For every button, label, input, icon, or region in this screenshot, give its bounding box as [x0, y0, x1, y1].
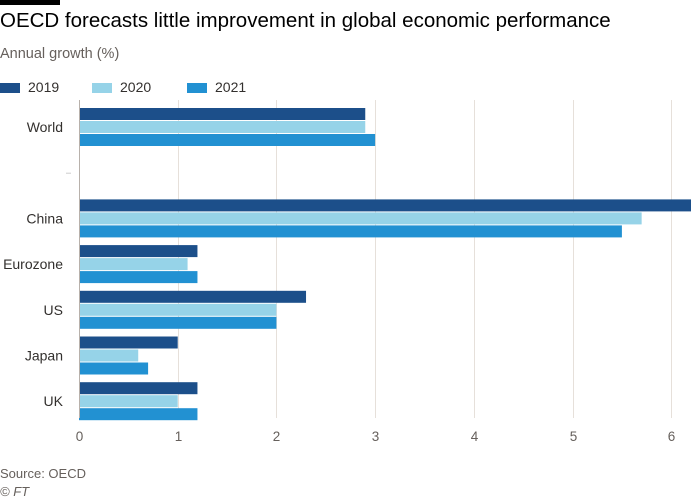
- bar-japan-2019: [79, 336, 178, 349]
- source-note: Source: OECD: [0, 466, 86, 481]
- bar-world-2020: [79, 121, 366, 133]
- bar-us-2019: [79, 290, 307, 303]
- category-label-china: China: [26, 210, 63, 226]
- bar-japan-2020: [79, 349, 139, 362]
- bar-eurozone-2019: [79, 245, 198, 258]
- chart-subtitle: Annual growth (%): [0, 46, 120, 62]
- copyright-credit: © FT: [0, 484, 30, 499]
- legend-label-2019: 2019: [28, 79, 60, 95]
- category-label-us: US: [44, 302, 63, 318]
- bar-world-2019: [79, 108, 366, 120]
- x-tick-label-5: 5: [570, 429, 578, 444]
- bar-world-2021: [79, 134, 376, 146]
- chart-title: OECD forecasts little improvement in glo…: [0, 9, 611, 32]
- bar-eurozone-2020: [79, 258, 188, 271]
- bar-uk-2020: [79, 395, 178, 408]
- x-tick-label-6: 6: [668, 429, 676, 444]
- x-tick-label-4: 4: [471, 429, 479, 444]
- bar-eurozone-2021: [79, 271, 198, 284]
- legend-swatch-2020: [92, 83, 112, 93]
- bar-china-2021: [79, 225, 622, 238]
- top-rule: [0, 0, 60, 5]
- bar-china-2020: [79, 212, 642, 225]
- legend-swatch-2021: [187, 83, 207, 93]
- bar-chart: 0 1 2 3 4 5 6 World China Eurozone US Japan UK: [3, 100, 691, 444]
- x-tick-label-2: 2: [273, 429, 281, 444]
- bar-china-2019: [79, 199, 691, 212]
- x-tick-label-1: 1: [175, 429, 183, 444]
- bar-uk-2021: [79, 408, 198, 421]
- legend-label-2021: 2021: [215, 79, 247, 95]
- bar-japan-2021: [79, 362, 149, 375]
- legend-swatch-2019: [0, 83, 20, 93]
- bar-us-2021: [79, 316, 277, 329]
- x-tick-label-0: 0: [76, 429, 84, 444]
- category-label-uk: UK: [44, 393, 64, 409]
- legend: 2019 2020 2021: [0, 79, 700, 97]
- legend-label-2020: 2020: [120, 79, 152, 95]
- category-label-world: World: [27, 119, 63, 135]
- category-label-japan: Japan: [25, 348, 63, 364]
- bar-uk-2019: [79, 382, 198, 395]
- x-tick-label-3: 3: [372, 429, 380, 444]
- category-label-eurozone: Eurozone: [3, 256, 63, 272]
- bar-us-2020: [79, 303, 277, 316]
